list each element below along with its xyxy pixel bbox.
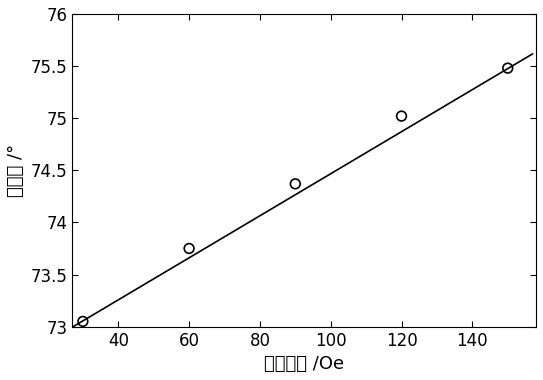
- Y-axis label: 共振角 /°: 共振角 /°: [7, 144, 25, 197]
- Point: [185, 245, 193, 252]
- Point: [79, 318, 87, 325]
- X-axis label: 磁场强度 /Oe: 磁场强度 /Oe: [264, 355, 344, 373]
- Point: [291, 181, 300, 187]
- Point: [503, 65, 512, 71]
- Point: [397, 113, 406, 119]
